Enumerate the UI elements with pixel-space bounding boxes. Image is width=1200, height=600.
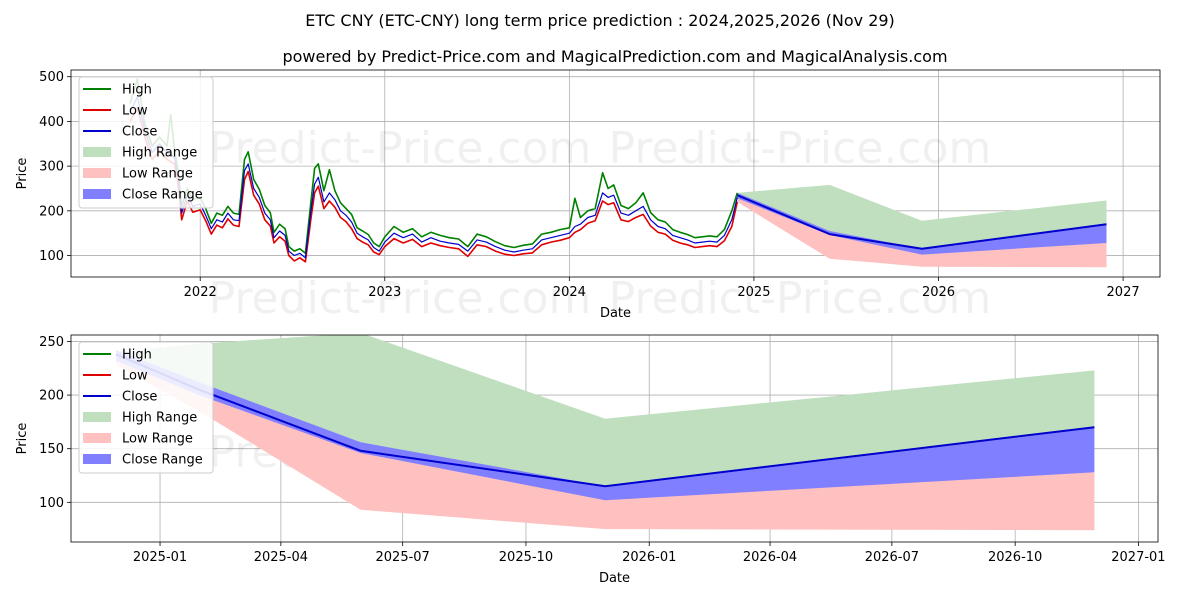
x-tick-label: 2026-10 (988, 550, 1042, 565)
y-tick-label: 100 (39, 496, 64, 511)
x-tick-label: 2023 (368, 285, 401, 300)
low-range-band (737, 194, 1107, 268)
legend-label-high: High (122, 83, 152, 98)
legend-label-high: High (122, 348, 152, 363)
chart-subtitle: powered by Predict-Price.com and Magical… (282, 47, 947, 66)
legend: High Low Close High Range Low Range Close Ran… (78, 341, 214, 474)
legend-label-close-range: Close Range (122, 188, 203, 203)
x-tick-label: 2026-07 (865, 550, 919, 565)
close-range-band (116, 350, 1095, 501)
legend-label-high-range: High Range (122, 146, 197, 161)
legend-label-low-range: Low Range (122, 167, 193, 182)
close-prediction-line (736, 194, 1107, 250)
legend-swatch-high-range (83, 412, 111, 422)
y-tick-label: 250 (39, 335, 64, 350)
watermark-text: Predict-Price.com (609, 273, 992, 324)
x-tick-label: 2027-01 (1111, 550, 1165, 565)
legend-label-low-range: Low Range (122, 432, 193, 447)
legend-label-close: Close (122, 390, 157, 405)
high-series-line (129, 78, 739, 255)
watermark-text: Predict-Price.com (209, 123, 592, 174)
legend-swatch-close-range (83, 454, 111, 464)
top-panel: 2022 2023 2024 2025 2026 2027 100 200 300 400 500 P… (15, 69, 1161, 324)
x-tick-label: 2026-01 (622, 550, 676, 565)
y-tick-label: 400 (39, 115, 64, 130)
legend-label-high-range: High Range (122, 411, 197, 426)
y-tick-label: 200 (39, 204, 64, 219)
low-series-line (129, 107, 739, 263)
close-range-band (737, 192, 1107, 255)
watermark-text: Predict-Price.com (209, 273, 592, 324)
low-range-band (116, 356, 1095, 531)
plot-area (129, 78, 1107, 268)
watermark-text: Predict-Price.com (609, 123, 992, 174)
plot-area (115, 335, 1095, 531)
y-tick-label: 300 (39, 160, 64, 175)
x-tick-label: 2026 (922, 285, 955, 300)
axes-frame (70, 334, 1159, 543)
legend-swatch-high-range (83, 147, 111, 157)
y-tick-label: 500 (39, 70, 64, 85)
legend-label-close: Close (122, 125, 157, 140)
x-tick-label: 2024 (553, 285, 586, 300)
x-tick-label: 2025 (737, 285, 770, 300)
x-tick-label: 2025-10 (499, 550, 553, 565)
x-tick-label: 2025-04 (254, 550, 308, 565)
legend-label-low: Low (122, 104, 148, 119)
x-tick-label: 2025-01 (133, 550, 187, 565)
legend-label-low: Low (122, 369, 148, 384)
x-tick-label: 2025-07 (376, 550, 430, 565)
legend-box (78, 341, 214, 474)
legend-swatch-low-range (83, 433, 111, 443)
close-history-line (129, 96, 738, 259)
x-tick-label: 2027 (1107, 285, 1140, 300)
legend: High Low Close High Range Low Range Close Ran… (78, 76, 214, 209)
y-tick-label: 150 (39, 442, 64, 457)
chart-title: ETC CNY (ETC-CNY) long term price predic… (305, 11, 895, 30)
x-axis-label: Date (600, 306, 631, 321)
x-tick-label: 2026-04 (743, 550, 797, 565)
legend-box (78, 76, 214, 209)
y-axis-label: Price (15, 423, 30, 455)
y-tick-label: 100 (39, 249, 64, 264)
x-axis-label: Date (599, 571, 630, 586)
y-tick-label: 200 (39, 389, 64, 404)
legend-swatch-close-range (83, 189, 111, 199)
legend-swatch-low-range (83, 168, 111, 178)
x-tick-label: 2022 (184, 285, 217, 300)
bottom-panel: 2025-01 2025-04 2025-07 2025-10 2026-01 2026-… (15, 334, 1166, 586)
y-axis-label: Price (15, 158, 30, 190)
legend-label-close-range: Close Range (122, 453, 203, 468)
axes-frame (70, 69, 1161, 278)
